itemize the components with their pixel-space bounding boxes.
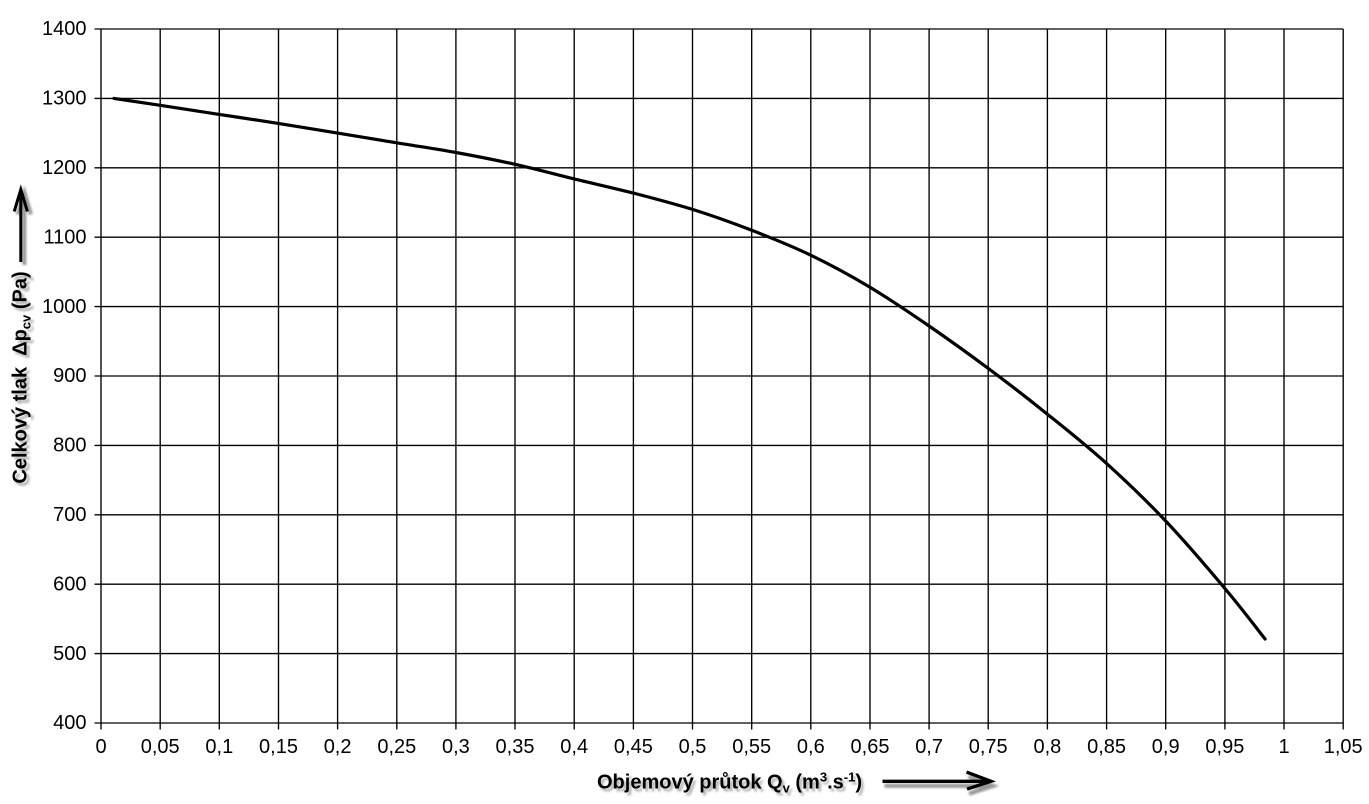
svg-text:1300: 1300 — [42, 88, 87, 110]
svg-text:0,1: 0,1 — [205, 736, 233, 758]
svg-text:1000: 1000 — [42, 296, 87, 318]
svg-text:500: 500 — [53, 643, 86, 665]
svg-text:0,6: 0,6 — [797, 736, 825, 758]
svg-text:0,95: 0,95 — [1205, 736, 1244, 758]
svg-text:1,05: 1,05 — [1324, 736, 1363, 758]
svg-text:0,45: 0,45 — [614, 736, 653, 758]
svg-text:0,7: 0,7 — [915, 736, 943, 758]
svg-text:0,85: 0,85 — [1087, 736, 1126, 758]
svg-text:0,9: 0,9 — [1152, 736, 1180, 758]
svg-text:0,4: 0,4 — [560, 736, 588, 758]
svg-text:0,35: 0,35 — [496, 736, 535, 758]
svg-text:400: 400 — [53, 712, 86, 734]
svg-text:0: 0 — [95, 736, 106, 758]
svg-text:0,2: 0,2 — [324, 736, 352, 758]
svg-text:1200: 1200 — [42, 157, 87, 179]
svg-text:1: 1 — [1278, 736, 1289, 758]
svg-text:Objemový průtok Qv (m3.s-1): Objemový průtok Qv (m3.s-1) — [597, 770, 862, 796]
svg-text:1400: 1400 — [42, 18, 87, 40]
svg-text:0,05: 0,05 — [141, 736, 180, 758]
svg-text:0,75: 0,75 — [969, 736, 1008, 758]
svg-text:Celkový tlak Δpcv (Pa): Celkový tlak Δpcv (Pa) — [13, 274, 37, 486]
svg-text:Objemový průtok Qv (m3.s-1): Objemový průtok Qv (m3.s-1) — [600, 773, 865, 799]
svg-text:0,15: 0,15 — [259, 736, 298, 758]
svg-text:0,55: 0,55 — [732, 736, 771, 758]
svg-text:1100: 1100 — [43, 226, 86, 248]
svg-text:900: 900 — [53, 365, 86, 387]
svg-text:0,65: 0,65 — [851, 736, 890, 758]
svg-text:700: 700 — [53, 504, 86, 526]
svg-text:0,25: 0,25 — [377, 736, 416, 758]
svg-text:800: 800 — [53, 435, 86, 457]
svg-text:600: 600 — [53, 573, 86, 595]
svg-text:Celkový tlak Δpcv (Pa): Celkový tlak Δpcv (Pa) — [10, 271, 34, 483]
svg-text:0,8: 0,8 — [1033, 736, 1061, 758]
svg-text:0,3: 0,3 — [442, 736, 470, 758]
svg-text:0,5: 0,5 — [679, 736, 707, 758]
